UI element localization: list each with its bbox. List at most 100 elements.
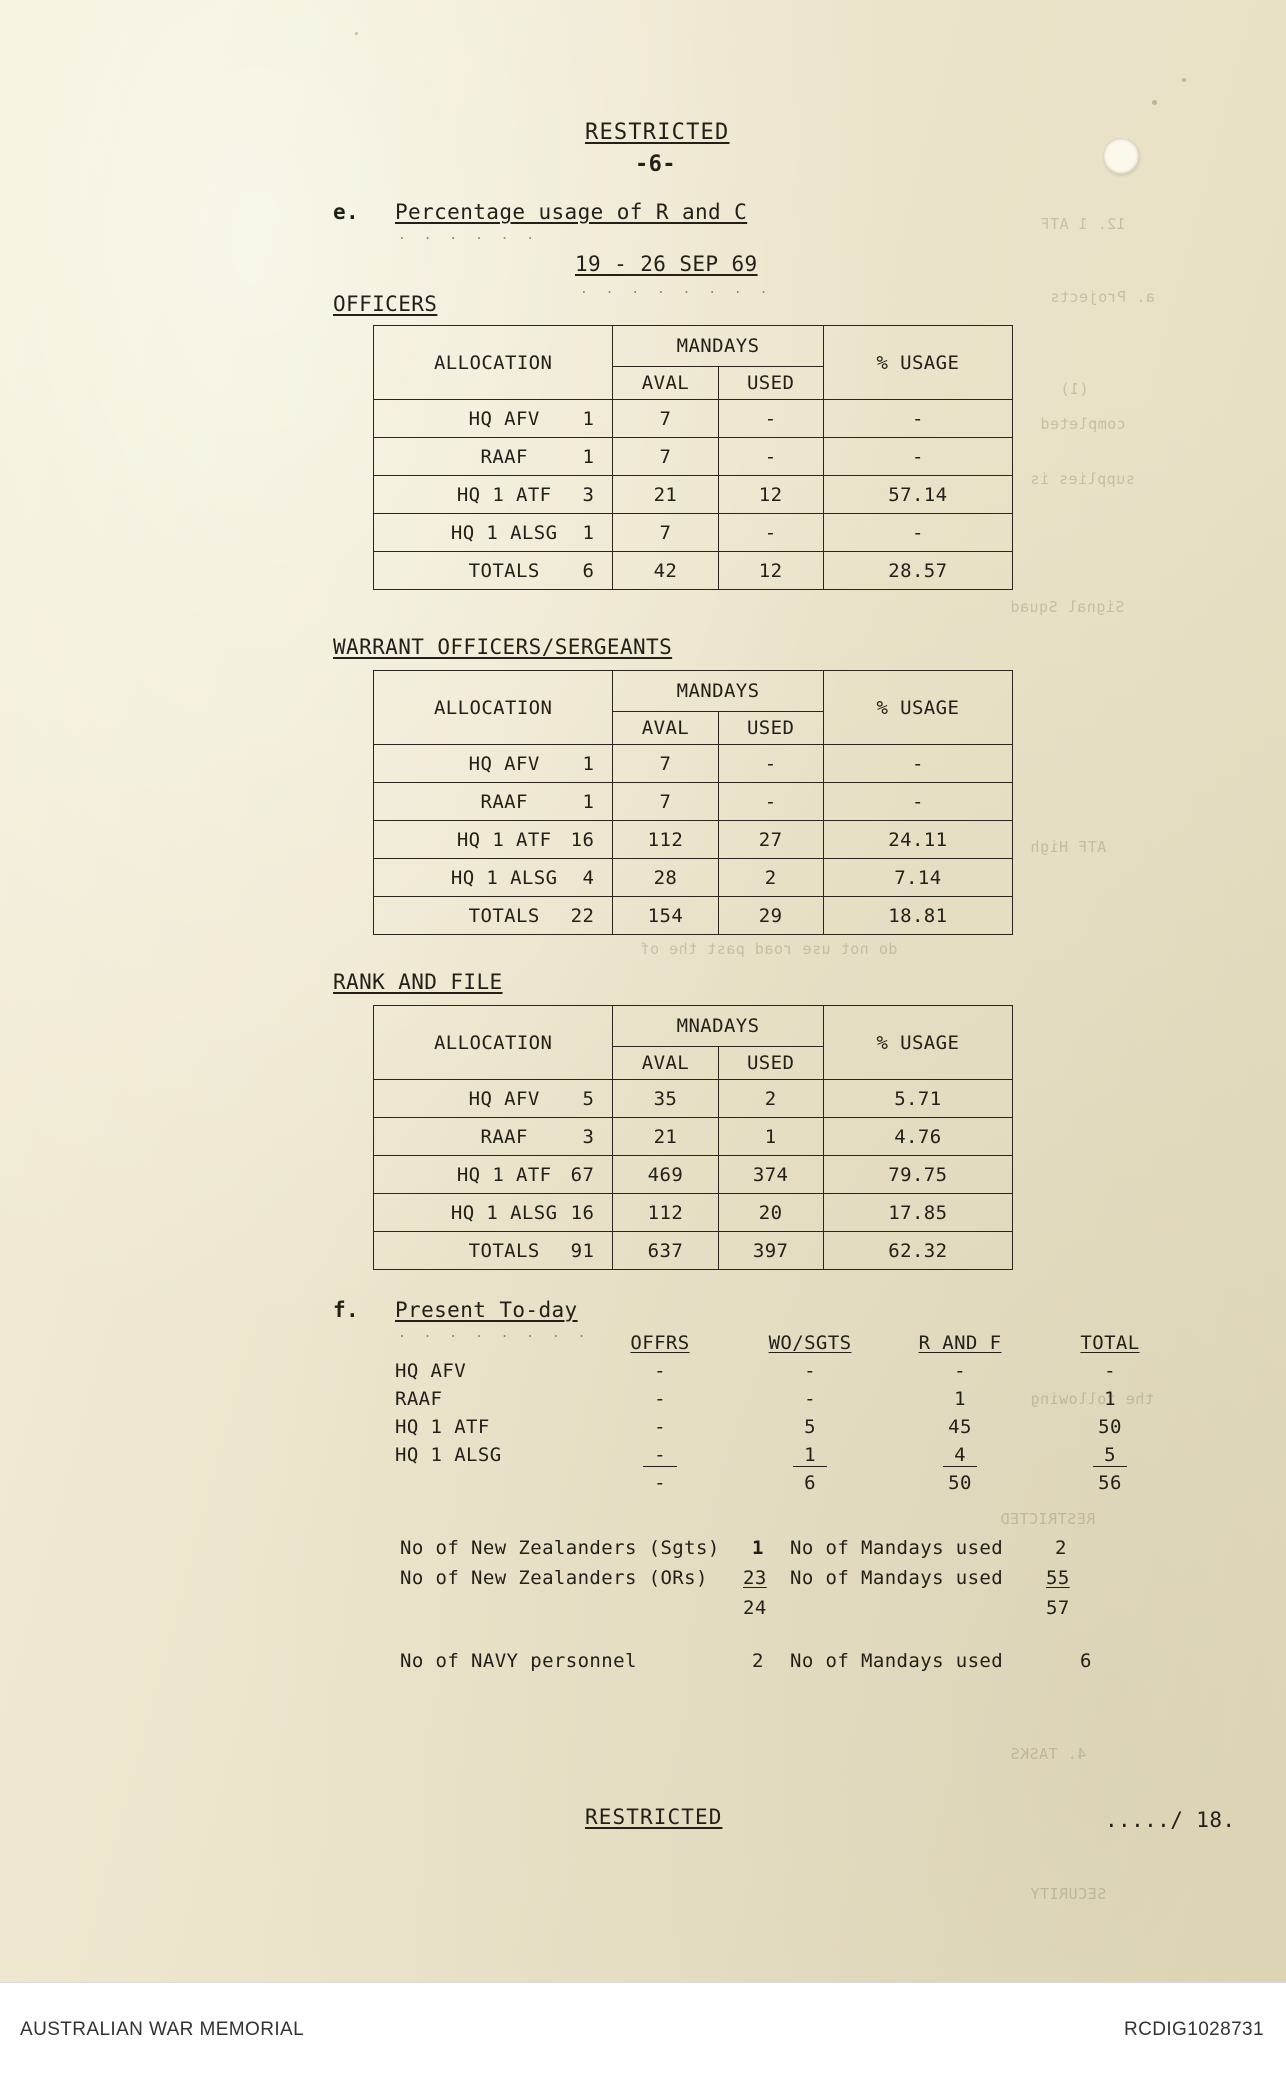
section-e-title: Percentage usage of R and C: [395, 200, 748, 224]
row-label: RAAF: [395, 1388, 443, 1410]
cell-wo-sgts: 1: [793, 1444, 827, 1467]
page-number: -6-: [635, 152, 676, 177]
cell-r-and-f: 1: [954, 1388, 966, 1410]
table-header-row: ALLOCATION MNADAYS % USAGE: [372, 1005, 1014, 1080]
row-allocation: 1: [582, 790, 595, 813]
punch-hole: [1103, 138, 1139, 174]
column-header-usage: % USAGE: [822, 670, 1014, 745]
nz-sgts-mandays-value: 2: [1055, 1537, 1067, 1559]
cell-used: 27: [717, 820, 824, 859]
column-header-used: USED: [717, 1046, 824, 1080]
column-header-mandays: MANDAYS: [612, 325, 824, 367]
cell-usage: 7.14: [822, 858, 1014, 897]
row-label: [395, 1470, 585, 1498]
cell-r-and-f: -: [954, 1360, 966, 1382]
typed-dots: . . . . . .: [398, 228, 540, 243]
row-label: TOTALS: [468, 559, 540, 582]
navy-mandays-value: 6: [1080, 1650, 1092, 1672]
cell-aval: 7: [612, 513, 719, 552]
cell-usage: -: [822, 437, 1014, 476]
present-today-row: HQ AFV - - - -: [395, 1358, 1185, 1386]
present-today-row: HQ 1 ALSG - 1 4 5: [395, 1442, 1185, 1470]
section-f-title: Present To-day: [395, 1298, 578, 1322]
cell-used: 397: [717, 1231, 824, 1270]
cell-used: -: [717, 437, 824, 476]
ghost-text: (1): [1060, 380, 1089, 398]
cell-aval: 7: [612, 782, 719, 821]
column-header-used: USED: [717, 711, 824, 745]
cell-offrs: -: [654, 1360, 666, 1382]
officers-table: ALLOCATION MANDAYS % USAGE AVAL USED HQ …: [372, 325, 1014, 590]
cell-usage: 4.76: [822, 1117, 1014, 1156]
row-allocation: 1: [582, 521, 595, 544]
cell-usage: 57.14: [822, 475, 1014, 514]
row-allocation: 3: [582, 483, 595, 506]
cell-aval: 28: [612, 858, 719, 897]
table-row: HQ 1 ALSG 4 28 2 7.14: [372, 858, 1014, 897]
cell-usage: 24.11: [822, 820, 1014, 859]
warrant-officers-table: ALLOCATION MANDAYS % USAGE AVAL USED HQ …: [372, 670, 1014, 935]
column-header-allocation: ALLOCATION: [372, 325, 614, 400]
cell-r-and-f: 4: [943, 1444, 977, 1467]
table-row: HQ 1 ATF 3 21 12 57.14: [372, 475, 1014, 514]
cell-offrs: -: [654, 1416, 666, 1438]
cell-used: 1: [717, 1117, 824, 1156]
table-header-row: ALLOCATION MANDAYS % USAGE: [372, 325, 1014, 400]
table-row: HQ AFV 5 35 2 5.71: [372, 1079, 1014, 1118]
table-subheader-row: AVAL USED: [374, 711, 1013, 745]
cell-used: -: [717, 513, 824, 552]
row-allocation: 5: [582, 1087, 595, 1110]
rank-and-file-table: ALLOCATION MNADAYS % USAGE AVAL USED HQ …: [372, 1005, 1014, 1270]
column-header-aval: AVAL: [612, 366, 719, 400]
cell-used: 2: [717, 1079, 824, 1118]
row-allocation: 3: [582, 1125, 595, 1148]
row-label: HQ 1 ALSG: [450, 521, 558, 544]
navy-value: 2: [752, 1650, 764, 1672]
table-header-row: ALLOCATION MANDAYS % USAGE: [372, 670, 1014, 745]
row-allocation: 1: [582, 407, 595, 430]
table-heading-rank-and-file: RANK AND FILE: [333, 970, 503, 994]
table-totals-row: TOTALS 6 42 12 28.57: [372, 551, 1014, 590]
row-label: HQ 1 ATF: [456, 1163, 552, 1186]
cell-offrs: -: [643, 1444, 677, 1467]
classification-header: RESTRICTED: [585, 120, 730, 145]
table-totals-row: TOTALS 22 154 29 18.81: [372, 896, 1014, 935]
ghost-text: RESTRICTED: [1000, 1510, 1096, 1528]
table-row: RAAF 1 7 - -: [372, 782, 1014, 821]
cell-usage: 79.75: [822, 1155, 1014, 1194]
cell-aval: 7: [612, 437, 719, 476]
nz-ors-mandays-label: No of Mandays used: [790, 1567, 1004, 1589]
cell-usage: -: [822, 399, 1014, 438]
cell-aval: 35: [612, 1079, 719, 1118]
nz-ors-mandays-value: 55: [1046, 1567, 1070, 1589]
cell-used: 2: [717, 858, 824, 897]
section-f-letter: f.: [333, 1298, 360, 1322]
cell-used: -: [717, 782, 824, 821]
cell-used: 29: [717, 896, 824, 935]
nz-ors-value: 23: [743, 1567, 767, 1589]
cell-wo-sgts-total: 6: [804, 1472, 816, 1494]
row-allocation: 1: [582, 752, 595, 775]
present-today-row: RAAF - - 1 1: [395, 1386, 1185, 1414]
cell-r-and-f-total: 50: [948, 1472, 972, 1494]
nz-sgts-value: 1: [752, 1537, 764, 1559]
typed-dots: . . . . . . . .: [398, 1326, 591, 1341]
cell-wo-sgts: -: [804, 1388, 816, 1410]
row-label: HQ 1 ALSG: [450, 1201, 558, 1224]
cell-total-total: 56: [1098, 1472, 1122, 1494]
cell-aval: 7: [612, 399, 719, 438]
row-allocation: 67: [570, 1163, 595, 1186]
column-header-allocation: ALLOCATION: [372, 1005, 614, 1080]
ghost-text: 4. TASKS: [1010, 1745, 1087, 1763]
cell-aval: 112: [612, 1193, 719, 1232]
navy-label: No of NAVY personnel: [400, 1650, 637, 1672]
cell-used: 12: [717, 475, 824, 514]
row-allocation: 22: [570, 904, 595, 927]
column-header-mandays: MANDAYS: [612, 670, 824, 712]
cell-aval: 21: [612, 475, 719, 514]
cell-used: -: [717, 399, 824, 438]
cell-usage: 5.71: [822, 1079, 1014, 1118]
section-e-letter: e.: [333, 200, 360, 224]
ghost-text: Signal Squad: [1010, 598, 1125, 616]
cell-used: 20: [717, 1193, 824, 1232]
